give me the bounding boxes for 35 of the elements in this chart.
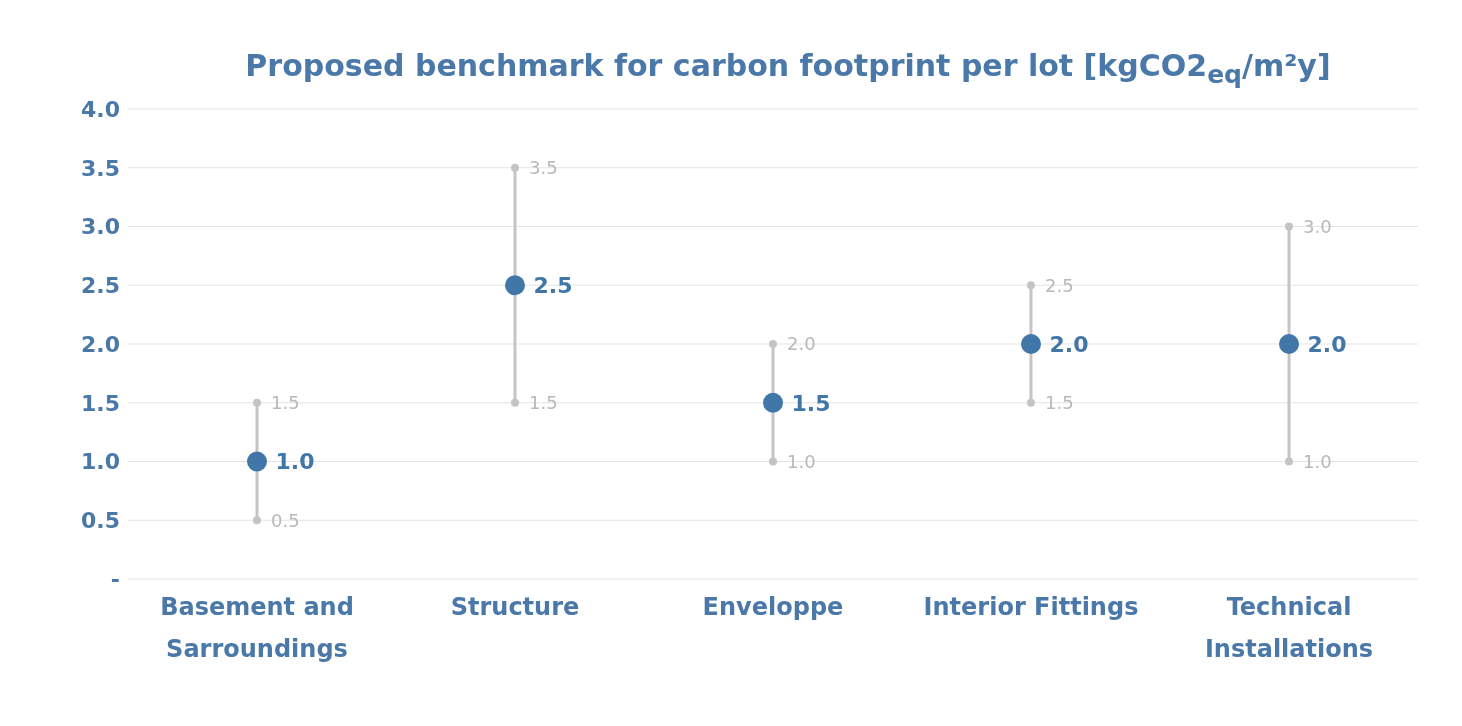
annotation: 3.5 [529,157,558,179]
data-label: 2.0 [1049,331,1089,357]
annotation: 1.5 [1045,392,1074,414]
x-tick-label: Interior Fittings [923,593,1139,621]
y-tick-label: 4.0 [81,96,120,122]
y-tick-label: 1.5 [81,390,120,416]
data-label: 1.0 [275,449,315,475]
x-tick-label: Basement and Sarroundings [160,593,354,663]
data-label: 1.5 [791,390,831,416]
data-label: 2.0 [1307,331,1347,357]
x-tick-label: Enveloppe [702,593,844,621]
point [505,275,525,296]
y-tick-label: 1.0 [81,449,120,475]
point [1279,334,1299,354]
x-tick-label: Technical Installations [1204,593,1374,663]
x-tick-label: Structure [450,593,580,621]
annotation: 1.5 [271,392,300,414]
point [1021,334,1041,354]
y-tick-label: 0.5 [81,508,120,534]
y-tick-label: 3.5 [81,155,120,181]
annotation: 2.5 [1045,274,1074,296]
annotation: 2.0 [787,333,816,355]
chart-title: Proposed benchmark for carbon footprint per lot [kgCO2$_{eq}$/m²y] [245,48,1331,89]
y-tick-label: 2.5 [81,273,120,299]
annotation: 1.0 [787,450,816,472]
annotation: 1.0 [1303,450,1332,472]
point [763,392,783,413]
y-tick-label: 3.0 [81,214,120,240]
data-label: 2.5 [533,273,573,299]
y-tick-label: - [110,566,120,592]
annotation: 3.0 [1303,215,1332,237]
y-tick-label: 2.0 [81,331,120,357]
annotation: 1.5 [529,392,558,414]
point [247,451,267,472]
annotation: 0.5 [271,509,300,531]
